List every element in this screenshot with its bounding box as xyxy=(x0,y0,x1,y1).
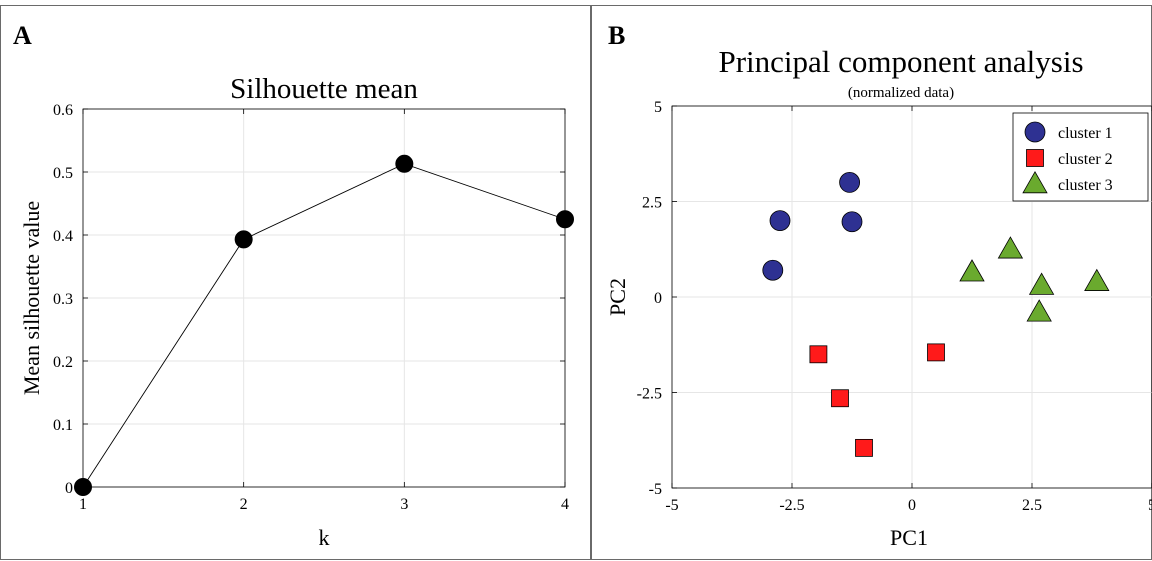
y-tick-label: 0 xyxy=(654,290,662,307)
data-point-triangle xyxy=(997,236,1024,259)
panel-b: -5 -2.5 0 2.5 5 -5 -2.5 0 2.5 5 B Principal compone… xyxy=(591,5,1152,560)
pca-chart: -5 -2.5 0 2.5 5 -5 -2.5 0 2.5 5 B Principal compone… xyxy=(605,21,1152,550)
x-tick-label: -2.5 xyxy=(779,497,804,514)
y-tick-label: 0 xyxy=(65,480,73,497)
data-point-triangle xyxy=(959,259,985,282)
panel-letter: B xyxy=(608,21,625,50)
data-point-circle xyxy=(839,171,861,193)
data-point-square xyxy=(809,345,828,364)
data-point-triangle xyxy=(1026,299,1052,322)
data-point xyxy=(74,478,92,496)
y-tick-label: 0.3 xyxy=(53,291,73,308)
x-tick-label: 3 xyxy=(400,496,408,513)
y-tick-label: -2.5 xyxy=(637,386,662,403)
y-tick-label: 2.5 xyxy=(642,195,662,212)
data-point xyxy=(234,230,253,249)
data-point-circle xyxy=(769,210,791,232)
data-point-triangle xyxy=(1084,268,1110,291)
data-point xyxy=(556,210,574,229)
legend-label: cluster 1 xyxy=(1058,125,1113,142)
y-tick-label: 0.5 xyxy=(53,165,73,182)
data-point-square xyxy=(927,343,945,362)
y-axis-label: Mean silhouette value xyxy=(19,201,44,395)
x-axis-label: PC1 xyxy=(890,525,928,550)
series-line xyxy=(82,163,566,488)
y-axis-label: PC2 xyxy=(605,278,630,316)
x-tick-label: 5 xyxy=(1148,497,1152,514)
chart-title: Silhouette mean xyxy=(230,73,418,105)
data-point xyxy=(395,154,414,173)
silhouette-chart: 1 2 3 4 0 0.1 0.2 0.3 0.4 0.5 0.6 A Silhouette mean k… xyxy=(13,21,574,550)
panel-letter: A xyxy=(13,21,32,50)
chart-subtitle: (normalized data) xyxy=(848,85,954,101)
x-tick-label: 2.5 xyxy=(1022,497,1042,514)
x-tick-label: -5 xyxy=(665,497,678,514)
data-point-square xyxy=(831,389,849,408)
x-tick-label: 4 xyxy=(561,496,569,513)
x-tick-label: 0 xyxy=(908,497,916,514)
x-axis-label: k xyxy=(319,525,330,550)
data-point-square xyxy=(855,438,873,457)
legend-marker xyxy=(1022,171,1048,194)
panel-a: 1 2 3 4 0 0.1 0.2 0.3 0.4 0.5 0.6 A Silhouette mean k… xyxy=(0,5,591,560)
y-tick-label: -5 xyxy=(649,481,662,498)
y-tick-label: 0.2 xyxy=(53,354,73,371)
legend-label: cluster 3 xyxy=(1058,177,1113,194)
y-tick-label: 0.6 xyxy=(53,102,73,119)
legend-marker xyxy=(1026,149,1044,167)
y-tick-label: 5 xyxy=(654,99,662,116)
x-tick-label: 2 xyxy=(240,496,248,513)
y-tick-label: 0.1 xyxy=(53,417,73,434)
chart-title: Principal component analysis xyxy=(718,44,1083,79)
data-point-triangle xyxy=(1028,272,1055,295)
legend-label: cluster 2 xyxy=(1058,151,1113,168)
legend-marker xyxy=(1024,121,1046,143)
data-point-circle xyxy=(762,259,784,281)
data-point-circle xyxy=(841,211,863,233)
y-tick-label: 0.4 xyxy=(53,228,73,245)
x-tick-label: 1 xyxy=(79,496,87,513)
